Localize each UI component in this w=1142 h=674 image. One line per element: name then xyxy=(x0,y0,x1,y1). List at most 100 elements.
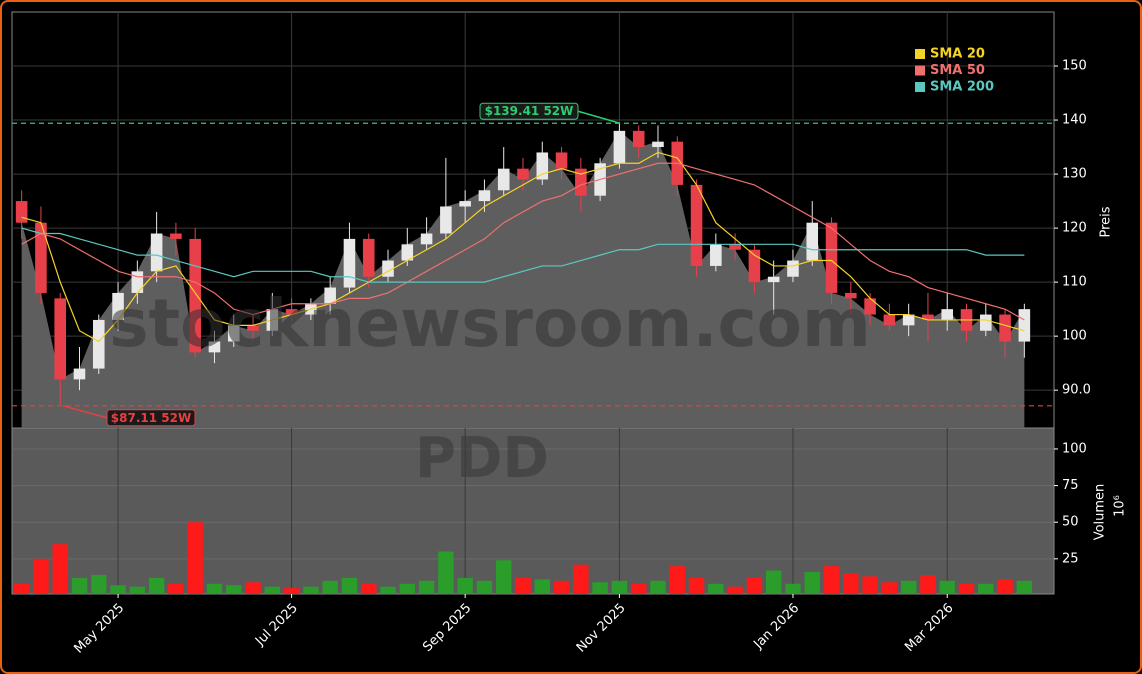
candle-body xyxy=(729,244,741,250)
volume-bar xyxy=(650,580,666,594)
candle-body xyxy=(864,298,876,315)
candle-body xyxy=(227,325,240,342)
volume-bar xyxy=(746,577,763,594)
volume-bar xyxy=(881,582,898,594)
candle-body xyxy=(555,152,568,169)
volume-bar xyxy=(804,572,820,594)
candle-body xyxy=(208,341,221,353)
volume-tick-label: 25 xyxy=(1062,551,1079,566)
volume-bar xyxy=(765,570,782,594)
candle-body xyxy=(459,201,471,207)
volume-bar xyxy=(245,582,261,594)
candle-body xyxy=(362,238,375,277)
candle-body xyxy=(1018,309,1031,342)
annotation-label: $139.41 52W xyxy=(485,104,574,118)
volume-bar xyxy=(573,564,589,594)
candle-body xyxy=(112,292,124,320)
volume-bar xyxy=(669,566,685,594)
y-tick-label: 90.0 xyxy=(1062,383,1091,398)
legend-label: SMA 200 xyxy=(930,80,994,95)
volume-bar xyxy=(361,583,377,594)
volume-tick-label: 75 xyxy=(1062,478,1079,493)
candle-body xyxy=(420,233,433,245)
volume-bar xyxy=(71,577,88,594)
x-tick-label: Sep 2025 xyxy=(420,601,474,655)
candle-body xyxy=(845,292,857,299)
annotation-box xyxy=(479,102,579,120)
volume-bar xyxy=(515,577,531,594)
candle-body xyxy=(247,325,259,331)
candle-body xyxy=(131,271,144,293)
volume-bar xyxy=(688,577,705,594)
candle-body xyxy=(440,206,452,234)
x-tick-label: May 2025 xyxy=(71,601,127,657)
volume-tick-label: 50 xyxy=(1062,515,1079,530)
volume-bar xyxy=(129,586,146,594)
candle-body xyxy=(787,260,799,277)
candle-body xyxy=(150,233,163,272)
volume-bar xyxy=(900,580,917,594)
candle-body xyxy=(613,130,626,164)
volume-bar xyxy=(33,558,49,594)
volume-bar xyxy=(418,580,435,594)
volume-bar xyxy=(264,586,281,594)
volume-bar xyxy=(997,579,1013,594)
candle-body xyxy=(941,309,954,320)
candle-body xyxy=(497,168,510,191)
candle-body xyxy=(401,244,414,261)
volume-bar xyxy=(862,576,878,594)
candle-body xyxy=(806,222,819,261)
candle-body xyxy=(478,190,491,202)
volume-bar xyxy=(206,583,223,594)
candle-body xyxy=(54,298,66,380)
y-axis-label: Preis xyxy=(1099,206,1114,237)
candle-body xyxy=(883,314,896,326)
volume-bar xyxy=(341,577,358,594)
volume-bar xyxy=(457,577,473,594)
volume-bar xyxy=(534,579,550,594)
volume-bar xyxy=(110,585,126,594)
x-tick-label: Jan 2026 xyxy=(750,601,802,653)
candle-body xyxy=(285,309,298,315)
legend-label: SMA 50 xyxy=(930,63,985,78)
candle-body xyxy=(73,368,86,380)
candle-body xyxy=(902,314,915,326)
annotation-arrow xyxy=(577,110,621,124)
volume-bar xyxy=(283,588,300,594)
annotation-label: $87.11 52W xyxy=(111,411,191,425)
volume-axis-label: Volumen xyxy=(1093,484,1108,541)
candle-body xyxy=(324,287,336,304)
y-tick-label: 110 xyxy=(1062,275,1087,290)
volume-bar xyxy=(958,583,975,594)
annotation-box xyxy=(106,409,196,427)
volume-bar xyxy=(1016,580,1033,594)
volume-bar xyxy=(187,522,203,594)
watermark: stocknewsroom.com xyxy=(109,285,871,362)
x-tick-label: Nov 2025 xyxy=(574,601,629,656)
volume-bar xyxy=(168,583,184,594)
volume-bar xyxy=(611,580,628,594)
candle-body xyxy=(710,244,722,266)
candle-body xyxy=(536,152,549,180)
candle-body xyxy=(35,222,47,293)
volume-bar xyxy=(630,583,647,594)
price-area xyxy=(21,130,1025,428)
volume-bar xyxy=(476,580,493,594)
y-tick-label: 150 xyxy=(1062,59,1087,74)
candle-body xyxy=(652,141,664,148)
candle-body xyxy=(382,260,394,277)
x-tick-label: Mar 2026 xyxy=(902,601,956,655)
legend-swatch xyxy=(915,65,925,76)
volume-bar xyxy=(785,583,801,594)
legend-label: SMA 20 xyxy=(930,47,985,62)
candle-body xyxy=(748,249,761,283)
volume-bar xyxy=(303,586,319,594)
volume-bar xyxy=(823,566,840,594)
x-tick-label: Jul 2025 xyxy=(252,601,301,650)
candle-body xyxy=(189,238,201,353)
volume-bar xyxy=(978,583,994,594)
candle-body xyxy=(690,184,703,266)
volume-unit: 10⁶ xyxy=(1113,495,1128,517)
volume-bar xyxy=(592,582,608,594)
